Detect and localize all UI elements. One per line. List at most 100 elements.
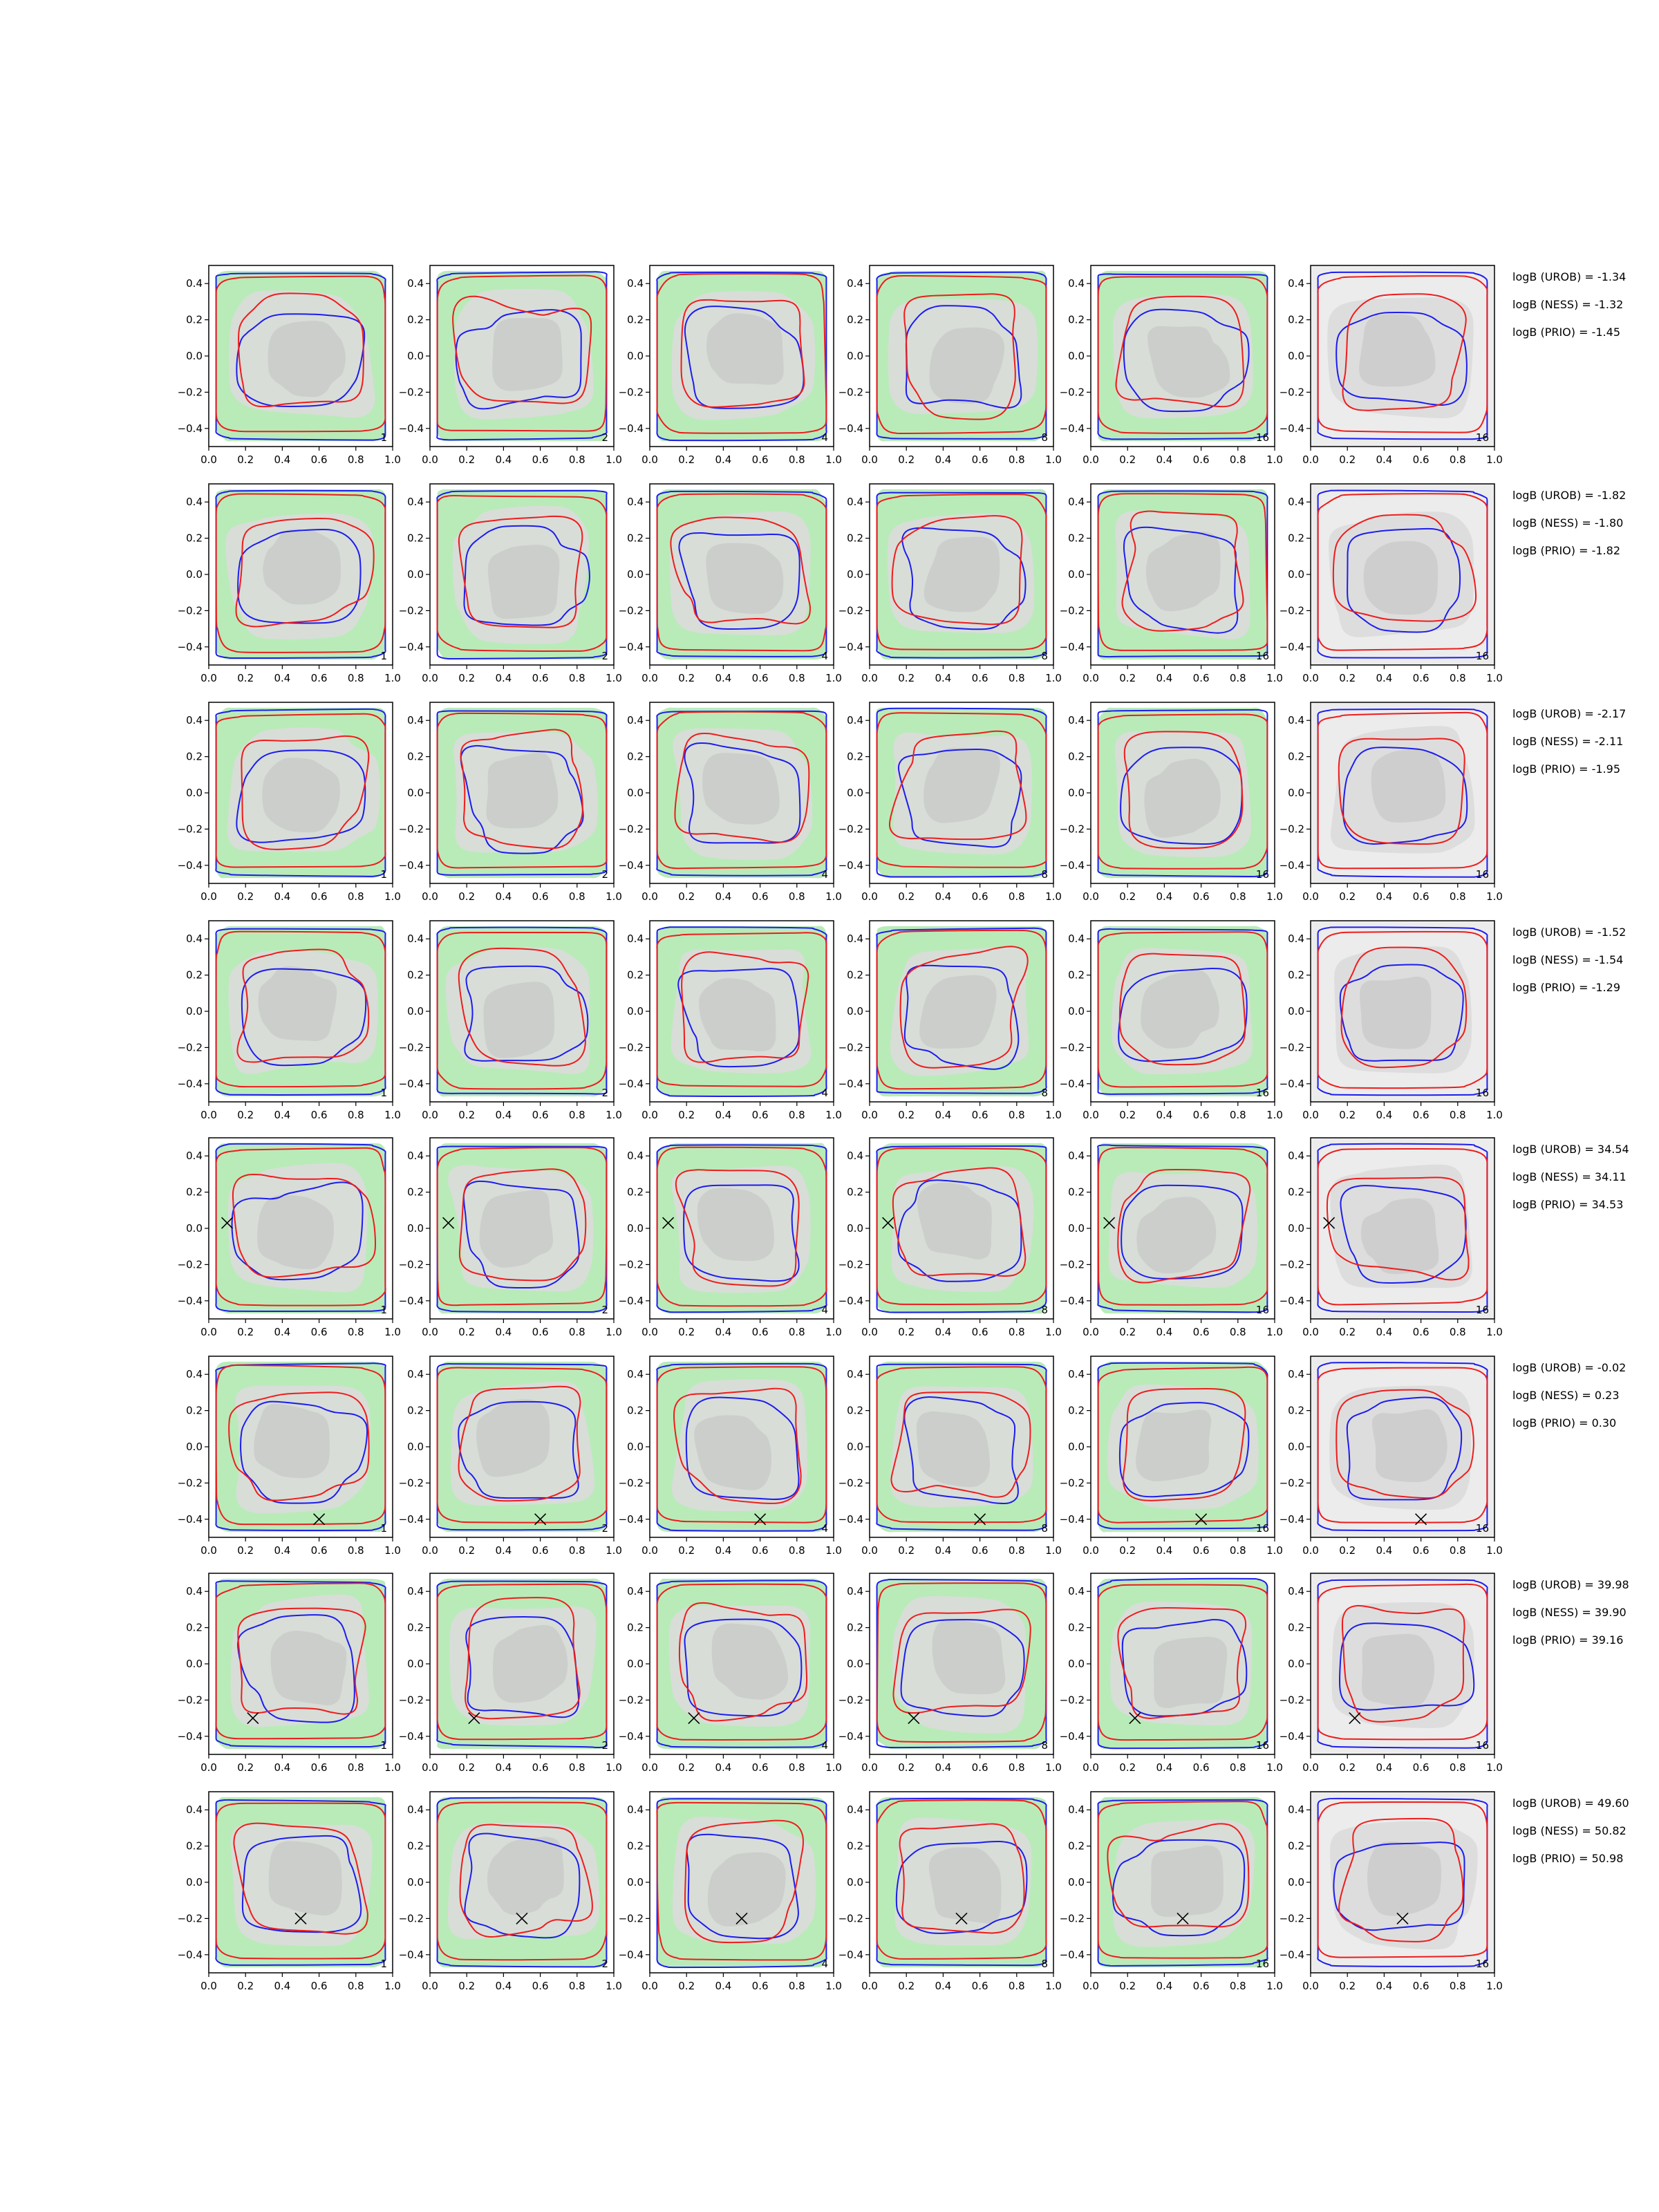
x-tick-label: 0.0 (1082, 890, 1099, 903)
y-tick-label: −0.2 (399, 1477, 424, 1489)
filled-contour-grey-inner (1371, 1409, 1447, 1483)
x-tick-label: 0.2 (237, 1980, 254, 1992)
true-parameter-marker (754, 1513, 767, 1526)
red-contour-outer (1097, 931, 1268, 1088)
x-tick-label: 0.6 (752, 1109, 769, 1121)
x-tick-label: 0.4 (495, 453, 512, 466)
filled-contour-grey-inner (270, 1631, 347, 1706)
y-tick-label: −0.4 (619, 1513, 644, 1526)
y-tick-label: 0.2 (847, 1186, 863, 1199)
y-tick-label: 0.0 (407, 1222, 424, 1235)
y-tick-label: −0.2 (1280, 1477, 1304, 1489)
x-tick-label: 0.4 (495, 672, 512, 684)
x-tick-label: 0.2 (458, 1761, 475, 1774)
red-contour-inner (459, 1824, 593, 1938)
filled-contour-grey-inner (1361, 1633, 1435, 1707)
blue-contour-inner (1123, 308, 1250, 413)
red-contour-outer (1097, 1366, 1268, 1524)
blue-contour-inner (1340, 1185, 1467, 1284)
x-tick-label: 0.2 (1119, 1980, 1136, 1992)
subplot-r1-c4: 0.0 0.2 0.4 0.6 0.8 1.0 −0.4 −0.2 0.0 0.2 0.4 8 (838, 265, 1062, 466)
subplot-r2-c1: 0.0 0.2 0.4 0.6 0.8 1.0 −0.4 −0.2 0.0 0.2 0.4 1 (178, 483, 401, 684)
x-tick-label: 1.0 (384, 453, 401, 466)
subplot-r4-c4: 0.0 0.2 0.4 0.6 0.8 1.0 −0.4 −0.2 0.0 0.2 0.4 8 (838, 920, 1062, 1121)
x-tick-label: 0.4 (935, 453, 951, 466)
y-tick-label: 0.4 (847, 277, 863, 290)
x-tick-label: 0.2 (1339, 1980, 1356, 1992)
x-tick-label: 0.4 (1156, 453, 1172, 466)
x-tick-label: 0.4 (935, 1980, 951, 1992)
red-contour-outer (1097, 1801, 1268, 1959)
y-tick-label: −0.4 (178, 422, 203, 435)
filled-contour-grey-inner (699, 977, 776, 1051)
x-tick-label: 0.2 (898, 453, 915, 466)
x-tick-label: 0.2 (458, 1326, 475, 1338)
x-tick-label: 0.2 (1119, 1109, 1136, 1121)
x-tick-label: 0.0 (200, 890, 217, 903)
x-tick-label: 0.8 (1230, 1326, 1246, 1338)
x-tick-label: 0.6 (311, 1761, 328, 1774)
y-tick-label: 0.0 (1288, 1876, 1304, 1888)
subplot-r1-c2: 0.0 0.2 0.4 0.6 0.8 1.0 −0.4 −0.2 0.0 0.2 0.4 2 (399, 265, 622, 466)
x-tick-label: 0.2 (458, 1544, 475, 1557)
subplot-r4-c3: 0.0 0.2 0.4 0.6 0.8 1.0 −0.4 −0.2 0.0 0.2 0.4 4 (619, 920, 842, 1121)
y-tick-label: 0.0 (1068, 1441, 1085, 1453)
x-tick-label: 0.8 (348, 890, 364, 903)
x-tick-label: 0.6 (972, 1761, 988, 1774)
y-tick-label: −0.4 (399, 1730, 424, 1743)
y-tick-label: −0.2 (1280, 604, 1304, 617)
y-tick-label: 0.4 (186, 496, 203, 508)
y-tick-label: −0.4 (619, 859, 644, 872)
blue-contour-inner (241, 1835, 362, 1933)
panel-number-label: 8 (1041, 1739, 1048, 1752)
x-tick-label: 1.0 (1266, 890, 1283, 903)
log-bayes-factor-label: logB (PRIO) = -1.95 (1512, 762, 1620, 776)
y-tick-label: −0.2 (619, 604, 644, 617)
figure-row-1: 0.0 0.2 0.4 0.6 0.8 1.0−0.4−0.20.00.20.410.0 0… (178, 265, 1626, 466)
y-tick-label: 0.2 (407, 314, 424, 326)
y-tick-label: −0.4 (1060, 1513, 1085, 1526)
figure-row-2: 0.0 0.2 0.4 0.6 0.8 1.0−0.4−0.20.00.20.410.0 0… (178, 483, 1626, 684)
y-tick-label: −0.4 (178, 1078, 203, 1090)
x-tick-label: 0.6 (311, 890, 328, 903)
x-tick-label: 0.2 (237, 890, 254, 903)
x-tick-label: 0.8 (348, 672, 364, 684)
y-tick-label: 0.0 (186, 787, 203, 799)
x-tick-label: 0.8 (348, 453, 364, 466)
subplot-r6-c4: 0.0 0.2 0.4 0.6 0.8 1.0 −0.4 −0.2 0.0 0.2 0.4 8 (838, 1356, 1062, 1557)
plot-area (215, 1797, 386, 1968)
blue-contour-inner (236, 313, 366, 407)
y-tick-label: 0.2 (847, 1405, 863, 1417)
y-tick-label: −0.4 (1280, 641, 1304, 653)
blue-contour-inner (1120, 747, 1243, 845)
subplot-r6-c3: 0.0 0.2 0.4 0.6 0.8 1.0 −0.4 −0.2 0.0 0.2 0.4 4 (619, 1356, 842, 1557)
x-tick-label: 0.8 (1009, 1109, 1025, 1121)
x-tick-label: 0.2 (678, 1109, 695, 1121)
panel-number-label: 8 (1041, 1522, 1048, 1535)
y-tick-label: −0.2 (399, 604, 424, 617)
filled-contour-grey-inner (487, 1837, 564, 1915)
x-tick-label: 0.6 (532, 1980, 549, 1992)
x-tick-label: 0.2 (1119, 1326, 1136, 1338)
filled-contour-grey-inner (1151, 1845, 1224, 1918)
panel-number-label: 16 (1256, 1958, 1269, 1970)
x-tick-label: 1.0 (1045, 890, 1062, 903)
subplot-r3-c3: 0.0 0.2 0.4 0.6 0.8 1.0 −0.4 −0.2 0.0 0.2 0.4 4 (619, 702, 842, 903)
x-tick-label: 0.4 (1156, 1326, 1172, 1338)
y-tick-label: −0.4 (1280, 1949, 1304, 1961)
x-tick-label: 0.6 (1413, 1544, 1430, 1557)
y-tick-label: 0.0 (186, 568, 203, 581)
true-parameter-marker (294, 1912, 307, 1924)
x-tick-label: 0.4 (1376, 672, 1392, 684)
y-tick-label: 0.4 (407, 1368, 424, 1380)
y-tick-label: −0.4 (1060, 859, 1085, 872)
x-tick-label: 0.8 (789, 1761, 805, 1774)
filled-contour-grey-inner (929, 327, 1005, 404)
y-tick-label: 0.4 (1068, 277, 1085, 290)
x-tick-label: 0.6 (972, 672, 988, 684)
subplot-r5-c4: 0.0 0.2 0.4 0.6 0.8 1.0 −0.4 −0.2 0.0 0.2 0.4 8 (838, 1137, 1062, 1338)
x-tick-label: 0.6 (752, 1761, 769, 1774)
x-tick-label: 0.8 (348, 1109, 364, 1121)
y-tick-label: 0.4 (407, 1585, 424, 1597)
